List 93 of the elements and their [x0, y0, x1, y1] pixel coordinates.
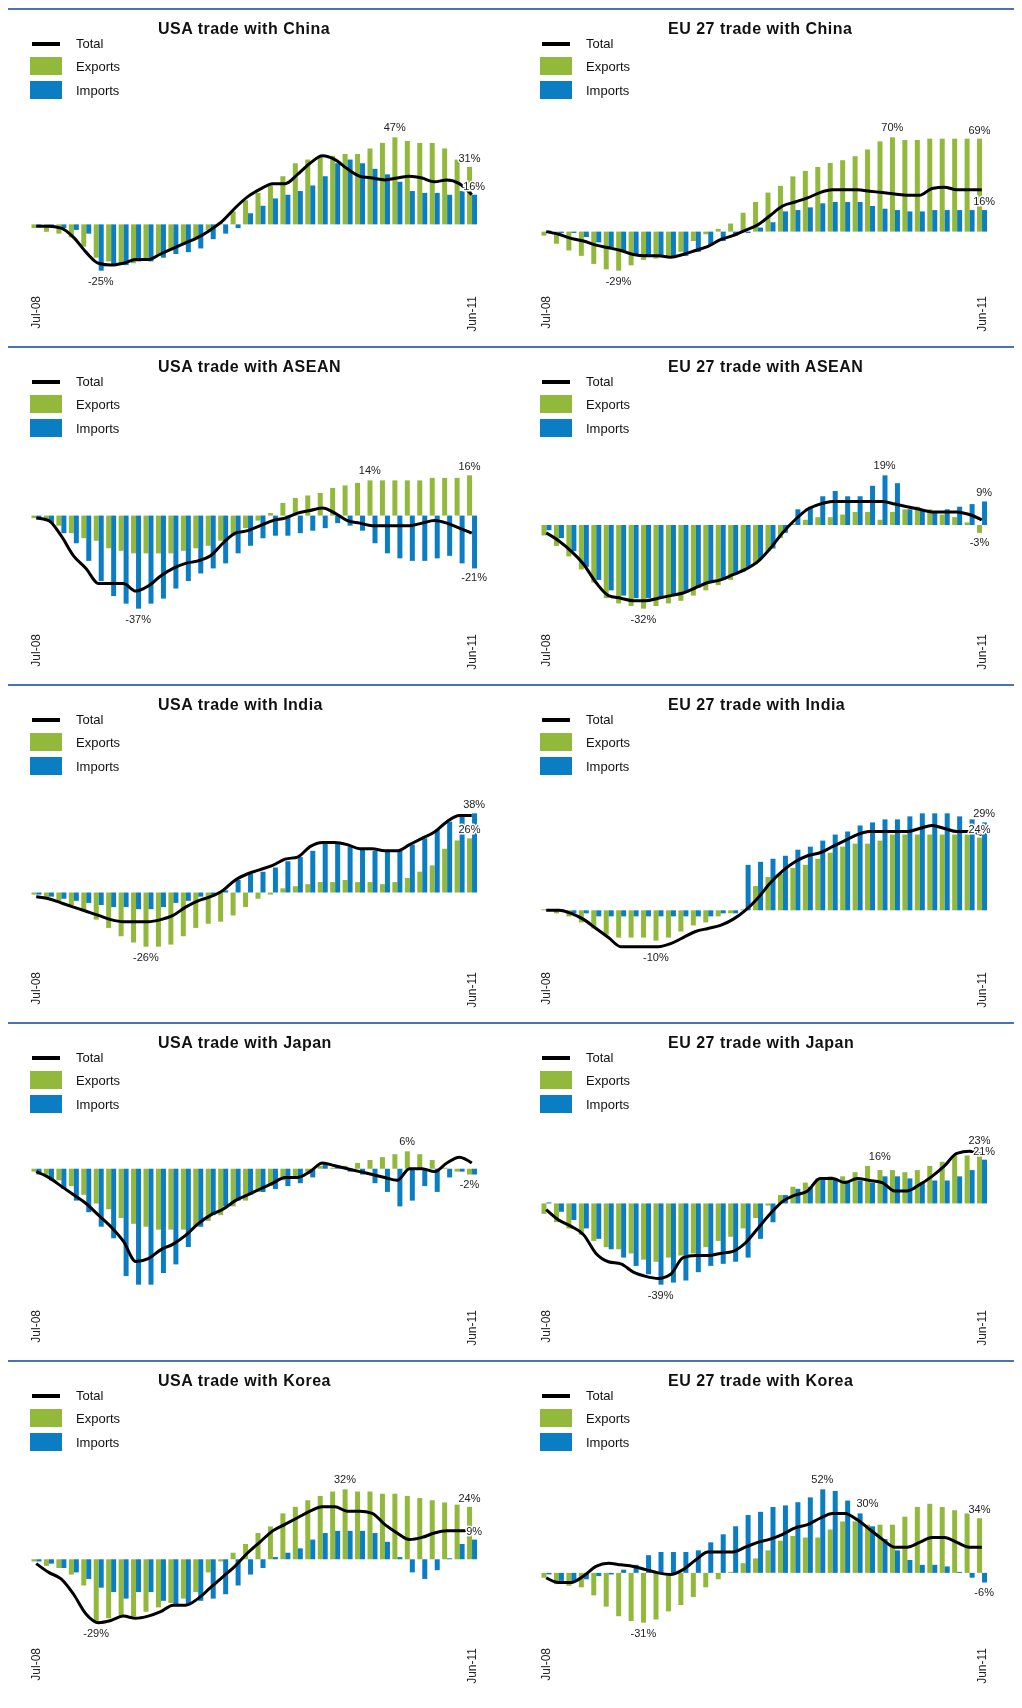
legend-label: Exports [76, 1072, 121, 1088]
legend-label: Imports [76, 1096, 120, 1112]
data-label: -21% [461, 571, 488, 584]
legend-label: Imports [586, 82, 630, 98]
data-label: 16% [868, 1149, 892, 1162]
x-tick-label: Jul-08 [29, 1309, 44, 1343]
data-label: 16% [458, 460, 481, 473]
data-label: 19% [873, 459, 896, 472]
data-label: 14% [358, 464, 382, 477]
chart-title: EU 27 trade with India [668, 696, 846, 714]
data-label: -10% [643, 950, 669, 963]
data-label: 29% [973, 807, 996, 820]
legend-label: Exports [586, 734, 631, 750]
legend-label: Total [76, 712, 104, 727]
legend-label: Imports [586, 420, 630, 436]
x-tick-label: Jul-08 [539, 295, 554, 329]
data-label: -39% [647, 1288, 674, 1301]
legend-label: Exports [586, 1410, 631, 1426]
legend-label: Total [76, 36, 104, 51]
data-label: -2% [459, 1177, 480, 1190]
x-tick-label: Jul-08 [539, 971, 554, 1005]
data-label: -6% [974, 1585, 995, 1598]
legend-label: Total [586, 374, 614, 389]
data-label: 24% [968, 822, 991, 835]
legend-label: Exports [76, 58, 121, 74]
legend-label: Exports [76, 396, 121, 412]
x-tick-label: Jun-11 [464, 633, 479, 670]
data-label: 34% [968, 1503, 991, 1516]
data-label: -31% [630, 1626, 657, 1639]
x-tick-label: Jun-11 [464, 971, 479, 1008]
x-tick-label: Jun-11 [974, 295, 989, 332]
legend-label: Total [76, 1388, 104, 1403]
chart-title: USA trade with China [158, 20, 331, 38]
legend-label: Imports [76, 758, 120, 774]
data-label: 24% [458, 1491, 481, 1504]
x-tick-label: Jun-11 [974, 971, 989, 1008]
chart-title: USA trade with India [158, 696, 323, 714]
data-label: 9% [976, 486, 993, 499]
legend-label: Imports [76, 1434, 120, 1450]
chart-title: EU 27 trade with ASEAN [668, 358, 864, 376]
x-tick-label: Jul-08 [29, 971, 44, 1005]
data-label: 38% [463, 798, 486, 811]
data-label: -26% [133, 950, 159, 963]
data-label: 47% [383, 121, 406, 134]
data-label: 6% [399, 1135, 416, 1148]
x-tick-label: Jun-11 [974, 1309, 989, 1346]
legend-label: Total [586, 712, 614, 727]
legend-label: Total [76, 1050, 104, 1065]
data-label: 31% [458, 151, 481, 164]
chart-title: USA trade with Japan [158, 1034, 332, 1052]
data-label: -29% [83, 1626, 110, 1639]
legend-label: Imports [76, 82, 120, 98]
legend-label: Exports [586, 58, 631, 74]
legend-label: Total [76, 374, 104, 389]
data-label: 69% [968, 123, 991, 136]
x-tick-label: Jun-11 [464, 295, 479, 332]
x-tick-label: Jul-08 [539, 633, 554, 667]
x-tick-label: Jun-11 [464, 1647, 479, 1684]
data-label: 52% [811, 1473, 834, 1486]
data-label: -3% [969, 535, 990, 548]
legend-label: Total [586, 1388, 614, 1403]
chart-title: USA trade with Korea [158, 1372, 331, 1390]
legend-label: Exports [76, 1410, 121, 1426]
x-tick-label: Jul-08 [29, 1647, 44, 1681]
data-label: 32% [333, 1473, 357, 1486]
data-label: -32% [630, 612, 657, 625]
x-tick-label: Jul-08 [539, 1647, 554, 1681]
legend-label: Total [586, 1050, 614, 1065]
chart-title: USA trade with ASEAN [158, 358, 342, 376]
legend-label: Exports [586, 396, 631, 412]
x-tick-label: Jun-11 [974, 1647, 989, 1684]
data-label: 70% [881, 121, 904, 134]
data-label: 30% [856, 1497, 879, 1510]
data-label: -37% [125, 612, 152, 625]
x-tick-label: Jun-11 [464, 1309, 479, 1346]
chart-title: EU 27 trade with Korea [668, 1372, 854, 1390]
x-tick-label: Jul-08 [29, 633, 44, 667]
legend-label: Imports [586, 1434, 630, 1450]
data-label: 21% [973, 1144, 996, 1157]
data-label: 23% [968, 1133, 991, 1146]
legend-label: Total [586, 36, 614, 51]
legend-label: Imports [586, 758, 630, 774]
x-tick-label: Jul-08 [29, 295, 44, 329]
x-tick-label: Jun-11 [974, 633, 989, 670]
legend-label: Exports [586, 1072, 631, 1088]
chart-title: EU 27 trade with China [668, 20, 853, 38]
legend-label: Imports [76, 420, 120, 436]
data-label: -25% [87, 274, 114, 287]
legend-label: Exports [76, 734, 121, 750]
chart-title: EU 27 trade with Japan [668, 1034, 855, 1052]
x-tick-label: Jul-08 [539, 1309, 554, 1343]
legend-label: Imports [586, 1096, 630, 1112]
data-label: -29% [605, 274, 632, 287]
